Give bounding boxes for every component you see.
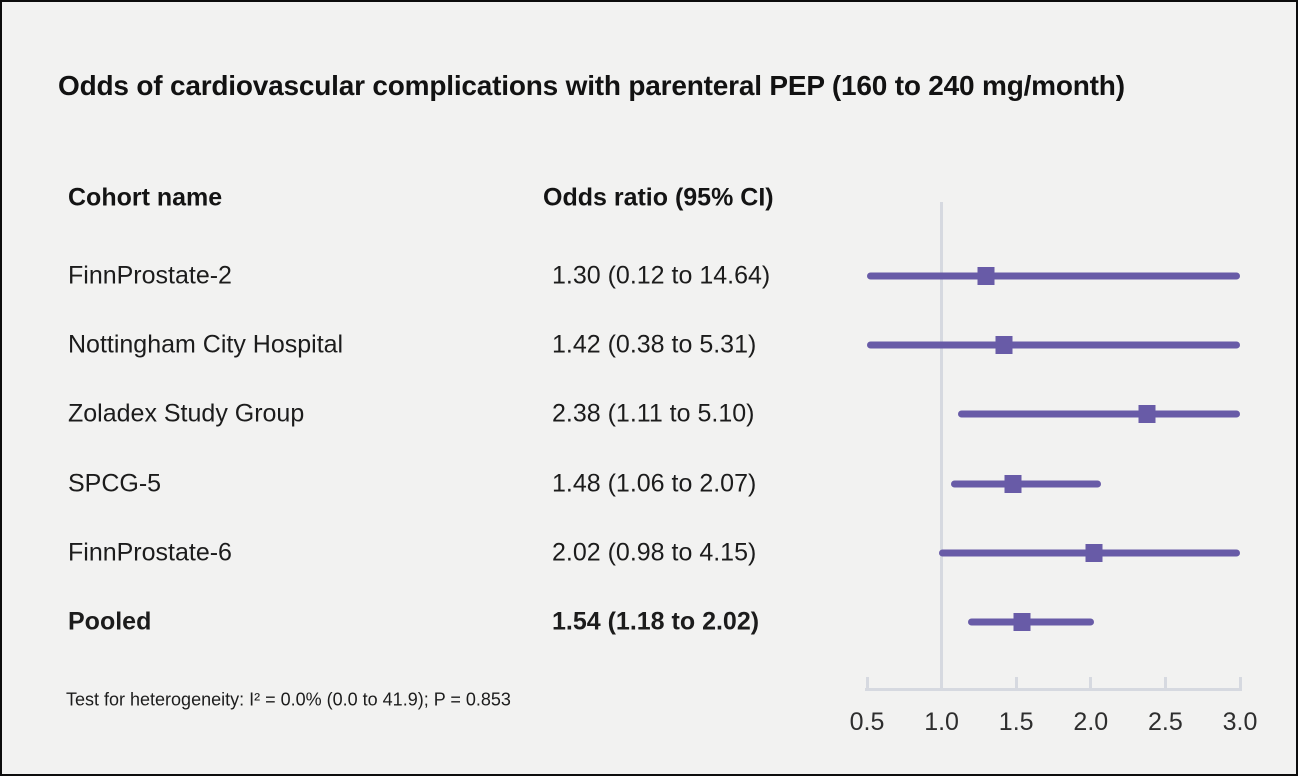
heterogeneity-note: Test for heterogeneity: I² = 0.0% (0.0 t… — [66, 689, 511, 710]
row-label: Pooled — [68, 607, 152, 636]
x-axis-tick-label: 1.5 — [998, 708, 1034, 736]
confidence-interval-line — [968, 618, 1094, 626]
chart-title: Odds of cardiovascular complications wit… — [58, 70, 1125, 101]
x-axis-tick-label: 2.5 — [1148, 708, 1183, 736]
row-label: Nottingham City Hospital — [68, 330, 344, 359]
x-axis-tick-label: 2.0 — [1073, 708, 1109, 736]
reference-line — [940, 202, 944, 691]
pooled-estimate-marker — [1013, 613, 1031, 631]
point-estimate-marker — [1138, 405, 1156, 423]
row-or-value: 1.48 (1.06 to 2.07) — [552, 469, 757, 498]
row-or-value: 1.42 (0.38 to 5.31) — [552, 330, 757, 359]
confidence-interval-line — [867, 341, 1240, 349]
column-header-cohort-name: Cohort name — [68, 183, 223, 212]
x-axis-tick-label: 0.5 — [849, 708, 885, 736]
row-or-value: 1.30 (0.12 to 14.64) — [552, 261, 771, 290]
point-estimate-marker — [995, 336, 1013, 354]
x-axis-tick-label: 3.0 — [1222, 708, 1258, 736]
confidence-interval-line — [867, 272, 1240, 280]
point-estimate-marker — [1085, 544, 1103, 562]
row-or-value: 2.38 (1.11 to 5.10) — [552, 399, 755, 428]
confidence-interval-line — [950, 480, 1102, 488]
confidence-interval-line — [958, 410, 1240, 418]
row-or-value: 2.02 (0.98 to 4.15) — [552, 538, 757, 567]
point-estimate-marker — [1004, 475, 1022, 493]
x-axis-tick — [865, 677, 869, 691]
x-axis-tick — [1089, 677, 1093, 691]
row-label: FinnProstate-2 — [68, 261, 232, 290]
x-axis-tick — [1014, 677, 1018, 691]
row-label: Zoladex Study Group — [68, 399, 305, 428]
x-axis-line — [865, 688, 1242, 691]
point-estimate-marker — [977, 267, 995, 285]
row-label: SPCG-5 — [68, 469, 162, 498]
row-label: FinnProstate-6 — [68, 538, 232, 567]
x-axis-tick — [1238, 677, 1242, 691]
x-axis-tick-label: 1.0 — [924, 708, 959, 736]
row-or-value: 1.54 (1.18 to 2.02) — [552, 607, 760, 636]
x-axis-tick — [1163, 677, 1167, 691]
column-header-odds-ratio: Odds ratio (95% CI) — [543, 183, 774, 212]
